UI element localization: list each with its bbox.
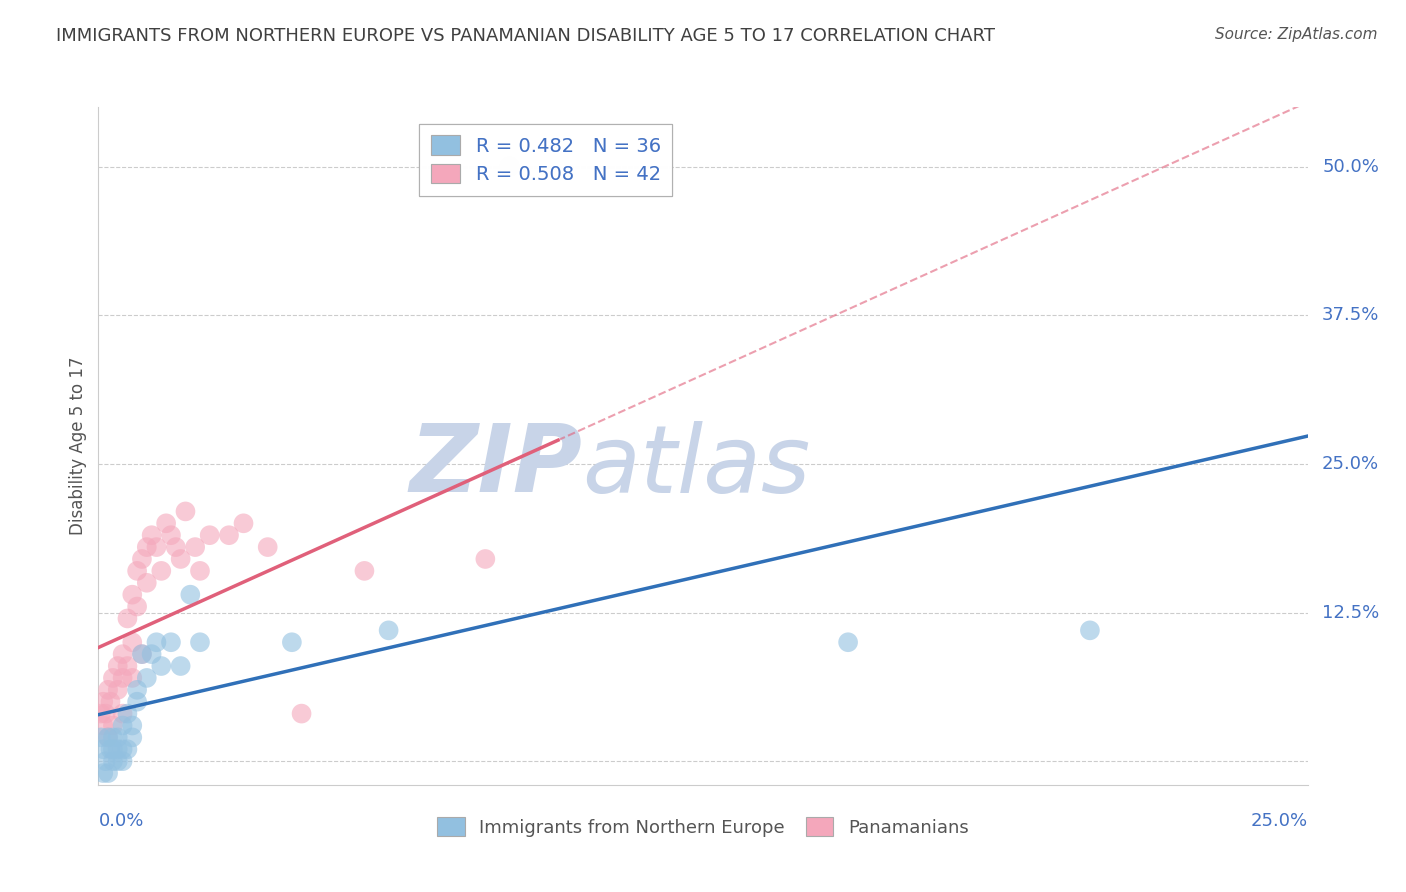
Point (135, 575, 157, 590)
Point (111, 706, 134, 721)
Point (121, 635, 143, 649)
Point (97, 731, 120, 745)
Point (353, 564, 375, 578)
Text: atlas: atlas (582, 421, 810, 512)
Point (150, 659, 173, 673)
Point (100, 695, 122, 709)
Point (94, 754, 117, 768)
Text: 50.0%: 50.0% (1322, 158, 1379, 176)
Point (121, 671, 143, 685)
Point (107, 754, 129, 768)
Point (474, 552, 496, 566)
Text: IMMIGRANTS FROM NORTHERN EUROPE VS PANAMANIAN DISABILITY AGE 5 TO 17 CORRELATION: IMMIGRANTS FROM NORTHERN EUROPE VS PANAM… (56, 27, 995, 45)
Point (169, 552, 191, 566)
Point (179, 588, 201, 602)
Point (135, 540, 157, 554)
Point (127, 682, 149, 697)
Point (91, 695, 114, 709)
Point (91, 742, 114, 756)
Point (135, 671, 157, 685)
Point (101, 718, 124, 732)
Point (1078, 624, 1101, 638)
Point (107, 682, 129, 697)
Point (188, 564, 211, 578)
Point (117, 611, 139, 625)
Point (150, 564, 173, 578)
Point (100, 742, 122, 756)
Point (837, 635, 859, 649)
Point (91, 718, 114, 732)
Point (127, 695, 149, 709)
Point (107, 742, 129, 756)
Point (498, 160, 520, 174)
Point (107, 731, 129, 745)
Point (91, 766, 114, 780)
Point (232, 516, 254, 531)
Point (155, 516, 177, 531)
Point (377, 624, 399, 638)
Point (111, 754, 134, 768)
Point (117, 659, 139, 673)
Point (127, 599, 149, 614)
Y-axis label: Disability Age 5 to 17: Disability Age 5 to 17 (69, 357, 87, 535)
Point (121, 731, 143, 745)
Point (111, 718, 134, 732)
Point (160, 528, 183, 542)
Point (121, 718, 143, 732)
Point (160, 635, 183, 649)
Point (101, 671, 124, 685)
Point (290, 706, 312, 721)
Point (281, 635, 304, 649)
Point (145, 540, 167, 554)
Point (97, 682, 120, 697)
Point (94, 706, 117, 721)
Text: 0.0%: 0.0% (98, 812, 143, 830)
Point (131, 552, 153, 566)
Point (101, 742, 124, 756)
Text: 25.0%: 25.0% (1322, 455, 1379, 473)
Point (145, 635, 167, 649)
Point (107, 659, 129, 673)
Text: 12.5%: 12.5% (1322, 604, 1379, 622)
Point (188, 635, 211, 649)
Point (198, 528, 221, 542)
Point (131, 647, 153, 661)
Point (111, 647, 134, 661)
Point (169, 659, 191, 673)
Point (97, 766, 120, 780)
Point (101, 731, 124, 745)
Point (218, 528, 240, 542)
Legend: Immigrants from Northern Europe, Panamanians: Immigrants from Northern Europe, Panaman… (430, 810, 976, 844)
Point (117, 742, 139, 756)
Point (184, 540, 207, 554)
Point (101, 754, 124, 768)
Point (174, 504, 197, 518)
Point (141, 647, 163, 661)
Point (165, 540, 187, 554)
Point (90, 731, 112, 745)
Point (111, 671, 134, 685)
Point (111, 742, 134, 756)
Point (121, 588, 143, 602)
Point (117, 706, 139, 721)
Text: Source: ZipAtlas.com: Source: ZipAtlas.com (1215, 27, 1378, 42)
Point (97, 731, 120, 745)
Point (141, 528, 163, 542)
Point (127, 564, 149, 578)
Text: 37.5%: 37.5% (1322, 306, 1379, 324)
Point (131, 647, 153, 661)
Text: 25.0%: 25.0% (1250, 812, 1308, 830)
Point (90, 706, 112, 721)
Text: ZIP: ZIP (409, 420, 582, 512)
Point (256, 540, 278, 554)
